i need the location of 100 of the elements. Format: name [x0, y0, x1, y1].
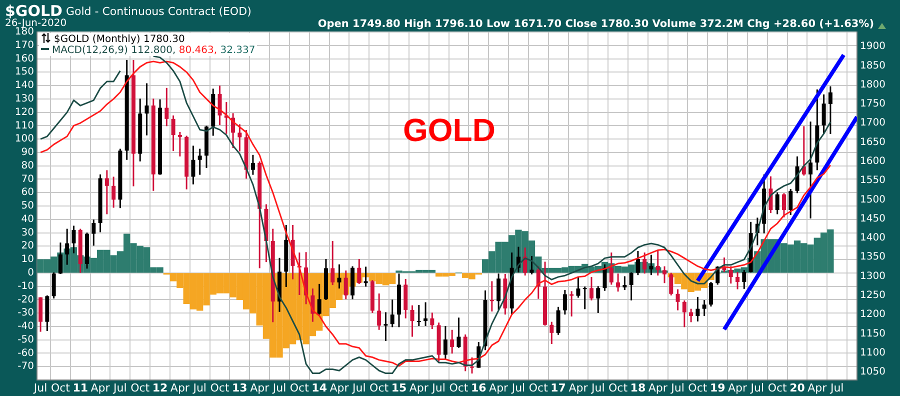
x-tick-label: 17: [550, 381, 566, 394]
y2-tick-label: 1700: [860, 118, 886, 129]
candlestick: [589, 276, 594, 302]
x-tick-label: Apr: [728, 381, 748, 394]
x-tick-label: 11: [72, 381, 88, 394]
text: Open 1749.80 High 1796.10 Low 1671.70 Close 1780.30 Volume 372.2M Chg +28.60 (+1.63%): [318, 18, 874, 30]
x-tick-label: Jul: [112, 381, 127, 394]
candlestick: [596, 285, 600, 314]
x-tick-label: Oct: [768, 381, 788, 394]
candlestick: [456, 316, 461, 349]
annotation: GOLD: [403, 112, 496, 149]
x-tick-label: Oct: [210, 381, 230, 394]
candlestick: [649, 254, 654, 276]
candlestick: [656, 249, 660, 276]
y-tick-label: -10: [18, 280, 34, 292]
y-tick-label: 60: [21, 187, 34, 198]
candlestick: [450, 329, 454, 354]
y-tick-label: 20: [21, 240, 34, 252]
candlestick: [218, 84, 222, 126]
candlestick: [775, 192, 780, 215]
y-tick-label: -20: [18, 294, 34, 306]
y2-tick-label: 1300: [860, 270, 886, 282]
candlestick: [92, 218, 96, 246]
x-tick-label: Apr: [648, 381, 668, 394]
x-tick-label: Oct: [130, 381, 150, 394]
candlestick: [822, 94, 826, 135]
y2-tick-label: 1600: [860, 156, 886, 167]
candlestick: [550, 321, 554, 345]
candlestick: [171, 114, 176, 152]
text: 32.337: [220, 45, 256, 56]
candlestick: [250, 154, 255, 176]
y-tick-label: 110: [14, 120, 34, 132]
y-tick-label: -40: [18, 321, 34, 332]
x-tick-label: Apr: [250, 381, 270, 394]
x-tick-label: Apr: [330, 381, 350, 394]
candlestick: [377, 292, 382, 331]
x-tick-label: 20: [790, 381, 806, 394]
x-tick-label: 15: [391, 381, 407, 394]
y2-tick-label: 1250: [860, 290, 886, 301]
y-tick-label: 50: [21, 200, 34, 212]
candlestick: [496, 272, 501, 311]
x-tick-label: Jul: [590, 381, 605, 394]
candlestick: [104, 169, 109, 215]
candlestick: [562, 289, 567, 316]
x-tick-label: Jul: [272, 381, 286, 394]
x-tick-label: Jul: [829, 381, 844, 394]
legend-label: MACD(12,26,9) 112.800,: [52, 45, 176, 56]
candlestick: [144, 82, 149, 136]
y2-tick-label: 1750: [860, 98, 886, 110]
x-tick-label: Oct: [290, 381, 310, 394]
y-tick-label: 70: [21, 174, 34, 185]
candlestick: [689, 308, 694, 323]
x-tick-label: Jul: [32, 381, 48, 394]
y2-tick-label: 1650: [860, 136, 886, 148]
x-tick-label: Oct: [528, 381, 549, 394]
text: 26-Jun-2020: [5, 18, 67, 29]
candlestick: [416, 304, 421, 327]
y2-tick-label: 1200: [860, 309, 886, 320]
candlestick: [708, 281, 713, 308]
y2-tick-label: 1400: [860, 232, 886, 244]
y-tick-label: 0: [28, 268, 34, 279]
y2-tick-label: 1550: [860, 175, 886, 186]
candlestick: [742, 269, 746, 290]
y-tick-label: -50: [18, 334, 34, 346]
candlestick: [669, 272, 674, 296]
y2-tick-label: 1350: [860, 252, 886, 263]
candlestick: [828, 86, 832, 135]
candlestick: [609, 252, 614, 286]
y2-tick-label: 1150: [860, 328, 886, 340]
series-label: 80.463,: [178, 45, 218, 56]
y-tick-label: 150: [14, 66, 34, 78]
y-tick-label: 90: [21, 147, 34, 158]
y-tick-label: 180: [14, 26, 34, 38]
y2-tick-label: 1450: [860, 213, 886, 224]
y-tick-label: 170: [14, 40, 34, 51]
candlestick: [676, 288, 680, 312]
candlestick: [344, 270, 348, 300]
x-tick-label: 14: [312, 381, 328, 394]
y-tick-label: 80: [21, 160, 34, 172]
y-tick-label: 10: [21, 254, 34, 266]
x-tick-label: Oct: [50, 381, 71, 394]
candlestick: [238, 124, 242, 152]
y2-tick-label: 1800: [860, 79, 886, 90]
y-tick-label: 140: [14, 80, 34, 92]
candlestick: [570, 290, 574, 318]
candlestick: [191, 144, 196, 186]
candlestick: [357, 258, 362, 285]
candlestick: [682, 300, 686, 328]
candlestick: [602, 264, 607, 292]
x-tick-label: 18: [630, 381, 646, 394]
x-tick-label: Apr: [568, 381, 588, 394]
y-tick-label: 120: [14, 106, 34, 118]
candlestick: [112, 176, 116, 208]
x-tick-label: Jul: [670, 381, 684, 394]
y2-tick-label: 1100: [860, 347, 886, 358]
x-tick-label: Jul: [750, 381, 764, 394]
candlestick: [636, 250, 640, 276]
candlestick: [443, 325, 448, 360]
x-tick-label: 13: [232, 381, 248, 394]
x-tick-label: Oct: [688, 381, 708, 394]
